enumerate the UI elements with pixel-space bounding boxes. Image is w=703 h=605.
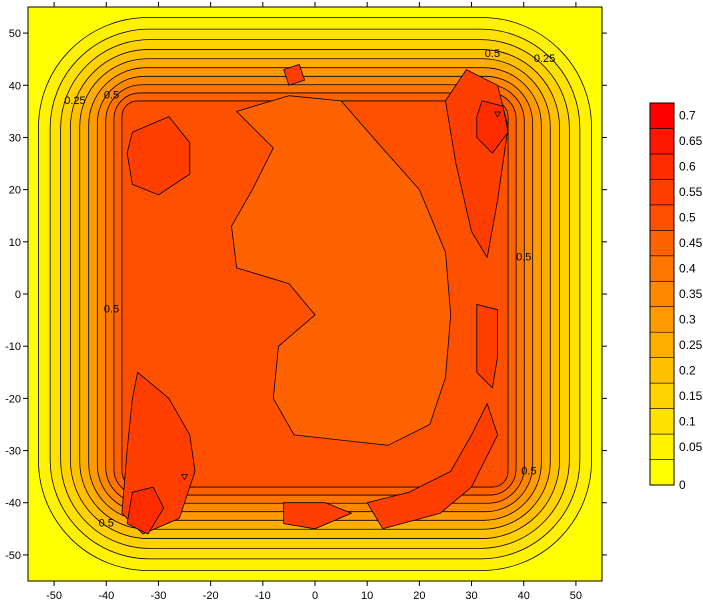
colorbar-swatch <box>649 204 675 231</box>
colorbar-swatch <box>649 408 675 435</box>
colorbar-label: 0 <box>679 478 686 492</box>
peak-marker <box>180 474 189 481</box>
y-tick-label: 0 <box>15 289 21 301</box>
colorbar-swatch <box>649 153 675 180</box>
colorbar-label: 0.6 <box>679 160 696 174</box>
contour-islands <box>121 64 509 535</box>
colorbar-swatch <box>649 179 675 206</box>
contour-island <box>476 304 498 389</box>
contour-island <box>126 116 191 196</box>
y-tick-label: 20 <box>9 185 21 197</box>
y-tick-label: -40 <box>5 498 21 510</box>
contour-island <box>126 486 165 535</box>
colorbar-swatch <box>649 357 675 384</box>
x-tick-label: 50 <box>570 590 582 602</box>
contour-label: 0.5 <box>104 90 119 102</box>
colorbar-label: 0.7 <box>679 109 696 123</box>
colorbar-label: 0.35 <box>679 287 703 301</box>
contour-label: 0.5 <box>104 304 119 316</box>
colorbar-swatch <box>649 306 675 333</box>
contour-label: 0.25 <box>64 95 85 107</box>
colorbar-swatch <box>649 459 675 486</box>
peak-markers <box>180 111 502 481</box>
colorbar-label: 0.05 <box>679 440 703 454</box>
x-axis: -50 -40 -30 -20 -10 0 10 20 30 40 50 <box>46 2 582 602</box>
colorbar-swatch <box>649 128 675 155</box>
y-tick-label: 40 <box>9 80 21 92</box>
y-tick-label: 10 <box>9 237 21 249</box>
colorbar: 0 0.05 0.1 0.15 0.2 0.25 0.3 0.35 0.4 0.45 0.5 0.55… <box>649 102 703 492</box>
colorbar-label: 0.25 <box>679 338 703 352</box>
x-tick-label: 30 <box>465 590 477 602</box>
contour-island <box>231 95 452 446</box>
contour-label: 0.5 <box>521 465 536 477</box>
y-tick-label: 50 <box>9 28 21 40</box>
x-tick-label: 10 <box>361 590 373 602</box>
colorbar-label: 0.5 <box>679 211 696 225</box>
contour-island <box>476 100 509 154</box>
x-tick-label: -10 <box>255 590 271 602</box>
x-tick-label: -40 <box>98 590 114 602</box>
contour-labels: 0.25 0.5 0.5 0.25 0.5 0.5 0.5 0.5 <box>64 48 555 530</box>
y-tick-label: -50 <box>5 550 21 562</box>
x-tick-label: 0 <box>312 590 318 602</box>
contour-island <box>283 502 352 530</box>
x-tick-label: -30 <box>151 590 167 602</box>
peak-marker <box>494 111 502 118</box>
colorbar-swatch <box>649 382 675 409</box>
contour-label: 0.5 <box>485 48 500 60</box>
colorbar-label: 0.2 <box>679 363 696 377</box>
colorbar-label: 0.45 <box>679 236 703 250</box>
plot-area: 0.25 0.5 0.5 0.25 0.5 0.5 0.5 0.5 <box>27 6 603 582</box>
y-tick-label: -10 <box>5 341 21 353</box>
colorbar-label: 0.15 <box>679 389 703 403</box>
contour-label: 0.25 <box>534 53 555 65</box>
colorbar-swatch <box>649 280 675 308</box>
colorbar-swatch <box>649 102 675 129</box>
colorbar-swatch <box>649 230 675 257</box>
x-tick-label: 20 <box>413 590 425 602</box>
x-tick-label: -20 <box>203 590 219 602</box>
y-tick-label: -30 <box>5 446 21 458</box>
y-tick-label: -20 <box>5 393 21 405</box>
contour-label: 0.5 <box>99 518 114 530</box>
colorbar-swatch <box>649 433 675 460</box>
y-tick-label: 30 <box>9 132 21 144</box>
colorbar-label: 0.3 <box>679 312 696 326</box>
colorbar-label: 0.65 <box>679 134 703 148</box>
colorbar-swatch <box>649 331 675 358</box>
colorbar-label: 0.55 <box>679 185 703 199</box>
colorbar-swatch <box>649 255 675 282</box>
y-axis: 50 40 30 20 10 0 -10 -20 -30 -40 -50 <box>5 28 607 562</box>
colorbar-label: 0.4 <box>679 262 696 276</box>
colorbar-frame <box>649 102 675 486</box>
x-tick-label: -50 <box>46 590 62 602</box>
contour-island <box>283 64 305 86</box>
contour-island <box>366 403 498 530</box>
colorbar-label: 0.1 <box>679 414 696 428</box>
contour-label: 0.5 <box>516 251 531 263</box>
x-tick-label: 40 <box>518 590 530 602</box>
